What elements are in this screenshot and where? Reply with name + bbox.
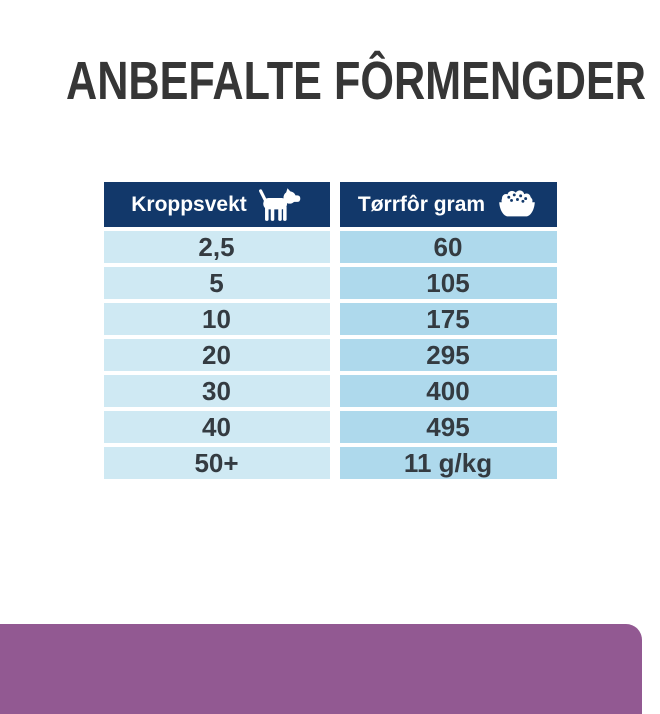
column-header-torrfor: Tørrfôr gram — [339, 182, 557, 227]
weight-cell: 50+ — [103, 447, 330, 479]
table-row: 5 105 — [103, 267, 557, 299]
table-body: 2,5 60 5 105 10 175 20 295 30 400 40 495… — [103, 231, 557, 479]
amount-cell: 495 — [339, 411, 557, 443]
weight-cell: 20 — [103, 339, 330, 371]
food-bowl-icon — [496, 189, 538, 220]
table-row: 30 400 — [103, 375, 557, 407]
footer-brand-band — [0, 624, 642, 714]
amount-cell: 60 — [339, 231, 557, 263]
weight-cell: 5 — [103, 267, 330, 299]
table-row: 10 175 — [103, 303, 557, 335]
column-header-torrfor-label: Tørrfôr gram — [357, 192, 486, 216]
column-header-kroppsvekt: Kroppsvekt — [103, 182, 330, 227]
weight-cell: 40 — [103, 411, 330, 443]
table-row: 2,5 60 — [103, 231, 557, 263]
weight-cell: 10 — [103, 303, 330, 335]
table-row: 40 495 — [103, 411, 557, 443]
amount-cell: 11 g/kg — [339, 447, 557, 479]
weight-cell: 2,5 — [103, 231, 330, 263]
table-row: 20 295 — [103, 339, 557, 371]
column-header-kroppsvekt-label: Kroppsvekt — [131, 192, 247, 216]
page-title: ANBEFALTE FÔRMENGDER — [66, 51, 646, 111]
feeding-table: Kroppsvekt — [94, 178, 567, 483]
amount-cell: 400 — [339, 375, 557, 407]
weight-cell: 30 — [103, 375, 330, 407]
dog-icon — [258, 187, 302, 223]
table-row: 50+ 11 g/kg — [103, 447, 557, 479]
feeding-guide-page: ANBEFALTE FÔRMENGDER Kroppsvekt — [0, 51, 660, 714]
amount-cell: 295 — [339, 339, 557, 371]
amount-cell: 175 — [339, 303, 557, 335]
table-header-row: Kroppsvekt — [103, 182, 557, 227]
amount-cell: 105 — [339, 267, 557, 299]
